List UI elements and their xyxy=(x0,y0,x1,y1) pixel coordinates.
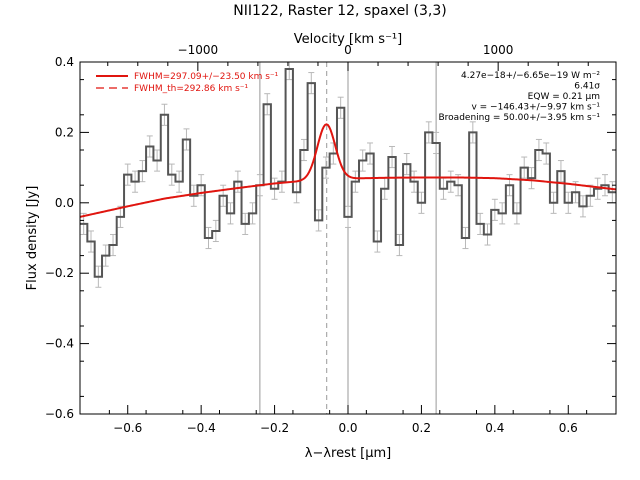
annotation-4: Broadening = 50.00+/−3.95 km s⁻¹ xyxy=(439,113,601,123)
y-tick-label: −0.2 xyxy=(45,266,74,280)
top-tick-label: −1000 xyxy=(178,43,219,57)
y-tick-label: 0.0 xyxy=(55,196,74,210)
x-tick-label: 0.6 xyxy=(559,421,578,435)
annotation-2: EQW = 0.21 μm xyxy=(528,92,600,102)
x-tick-label: 0.4 xyxy=(485,421,504,435)
spectrum-line xyxy=(80,68,616,278)
y-tick-label: −0.4 xyxy=(45,337,74,351)
legend-label-fwhm-th: FWHM_th=292.86 km s⁻¹ xyxy=(134,84,249,94)
annotation-0: 4.27e−18+/−6.65e−19 W m⁻² xyxy=(461,71,600,81)
y-tick-label: −0.6 xyxy=(45,407,74,421)
x-tick-label: 0.2 xyxy=(412,421,431,435)
spectrum-group xyxy=(80,62,616,288)
fit-curve xyxy=(80,123,616,218)
x-tick-label: 0.0 xyxy=(338,421,357,435)
legend-label-fwhm: FWHM=297.09+/−23.50 km s⁻¹ xyxy=(134,72,279,82)
chart-title: NII122, Raster 12, spaxel (3,3) xyxy=(233,3,446,19)
x-axis-label: λ−λrest [μm] xyxy=(305,446,391,461)
top-tick-label: 1000 xyxy=(483,43,514,57)
x-tick-label: −0.6 xyxy=(113,421,142,435)
annotation-1: 6.41σ xyxy=(574,82,600,92)
top-axis-label: Velocity [km s⁻¹] xyxy=(294,32,402,47)
x-tick-label: −0.4 xyxy=(187,421,216,435)
plot-area: −0.6 −0.4 −0.2 0.0 0.2 0.4 0.6 −0.6 −0.4 −0.2 0.0 0… xyxy=(45,43,617,435)
x-tick-label: −0.2 xyxy=(260,421,289,435)
top-tick-label: 0 xyxy=(344,43,352,57)
y-axis-label: Flux density [Jy] xyxy=(25,186,40,291)
y-tick-label: 0.4 xyxy=(55,55,74,69)
annotation-3: v = −146.43+/−9.97 km s⁻¹ xyxy=(471,103,600,113)
y-tick-label: 0.2 xyxy=(55,125,74,139)
